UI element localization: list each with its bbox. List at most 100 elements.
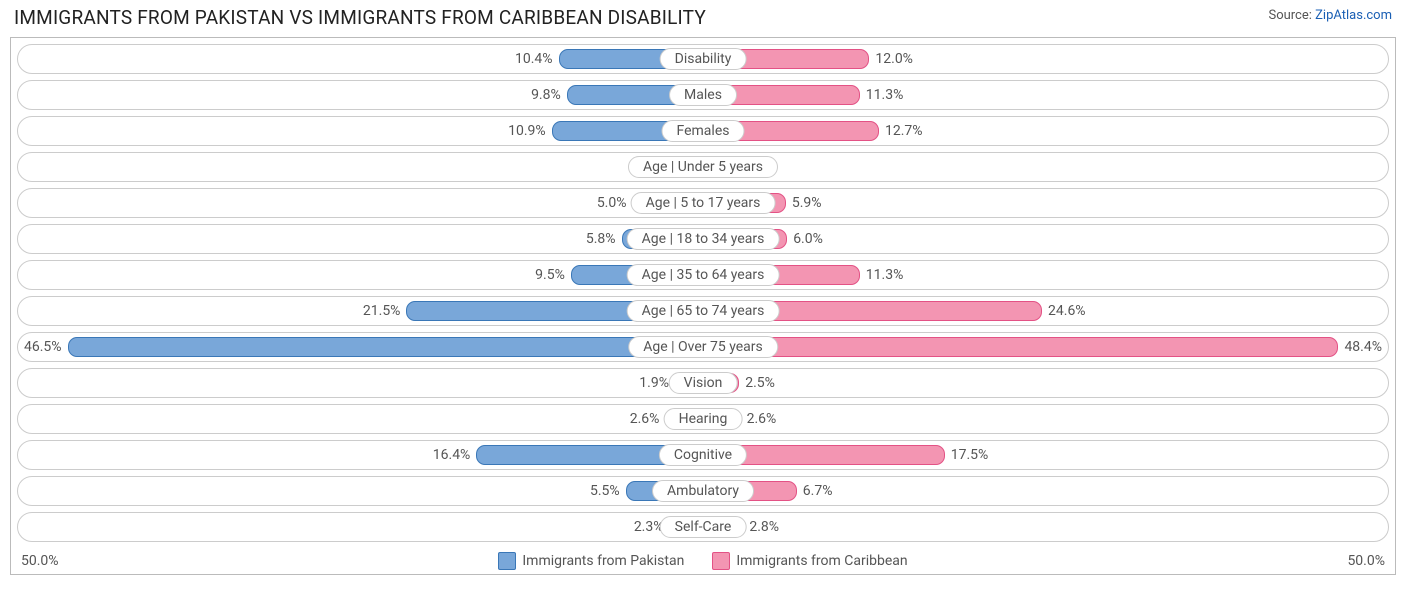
category-label: Age | Under 5 years xyxy=(628,156,778,178)
axis-min-right: 50.0% xyxy=(1325,553,1385,569)
legend-swatch-right xyxy=(712,552,730,570)
chart-row: 2.3% 2.8%Self-Care xyxy=(17,512,1389,542)
bar-value-right: 24.6% xyxy=(1048,303,1086,319)
chart-row: 16.4% 17.5% Cognitive xyxy=(17,440,1389,470)
bar-value-left: 16.4% xyxy=(433,447,471,463)
bar-half-right: 48.4% xyxy=(703,333,1388,361)
chart-row: 1.1%1.2%Age | Under 5 years xyxy=(17,152,1389,182)
bar-half-left: 10.4% xyxy=(18,45,703,73)
bar-half-right: 12.7% xyxy=(703,117,1388,145)
chart-title: IMMIGRANTS FROM PAKISTAN VS IMMIGRANTS F… xyxy=(14,6,706,29)
chart-area: 10.4%12.0%Disability9.8%11.3%Males10.9%1… xyxy=(10,37,1396,575)
bar-half-right: 2.8% xyxy=(703,513,1388,541)
chart-row: 9.5% 11.3% Age | 35 to 64 years xyxy=(17,260,1389,290)
bar-half-right: 11.3% xyxy=(703,261,1388,289)
category-label: Cognitive xyxy=(659,444,747,466)
category-label: Age | 35 to 64 years xyxy=(627,264,780,286)
bar-half-right: 6.7% xyxy=(703,477,1388,505)
chart-legend: Immigrants from Pakistan Immigrants from… xyxy=(81,552,1325,570)
bar-half-right: 1.2% xyxy=(703,153,1388,181)
bar-value-right: 6.7% xyxy=(803,483,833,499)
bar-half-left: 5.0% xyxy=(18,189,703,217)
category-label: Hearing xyxy=(664,408,743,430)
bar-half-right: 5.9% xyxy=(703,189,1388,217)
bar-value-right: 48.4% xyxy=(1344,339,1382,355)
category-label: Males xyxy=(669,84,737,106)
chart-footer: 50.0% Immigrants from Pakistan Immigrant… xyxy=(17,548,1389,572)
chart-header: IMMIGRANTS FROM PAKISTAN VS IMMIGRANTS F… xyxy=(0,0,1406,31)
bar-half-left: 21.5% xyxy=(18,297,703,325)
bar-value-left: 9.8% xyxy=(531,87,561,103)
category-label: Age | 65 to 74 years xyxy=(627,300,780,322)
bar-half-right: 2.6% xyxy=(703,405,1388,433)
bar-value-right: 2.6% xyxy=(747,411,777,427)
bar-left xyxy=(68,337,703,357)
chart-row: 5.0% 5.9% Age | 5 to 17 years xyxy=(17,188,1389,218)
bar-value-left: 21.5% xyxy=(363,303,401,319)
bar-half-left: 10.9% xyxy=(18,117,703,145)
bar-value-left: 9.5% xyxy=(535,267,565,283)
chart-row: 5.8% 6.0% Age | 18 to 34 years xyxy=(17,224,1389,254)
bar-half-left: 5.8% xyxy=(18,225,703,253)
bar-half-left: 46.5% xyxy=(18,333,703,361)
bar-value-right: 2.8% xyxy=(749,519,779,535)
bar-value-left: 5.0% xyxy=(597,195,627,211)
chart-rows: 10.4%12.0%Disability9.8%11.3%Males10.9%1… xyxy=(17,44,1389,542)
bar-half-left: 2.6% xyxy=(18,405,703,433)
bar-half-right: 12.0% xyxy=(703,45,1388,73)
bar-value-left: 10.9% xyxy=(508,123,546,139)
bar-value-left: 46.5% xyxy=(24,339,62,355)
chart-row: 21.5% 24.6% Age | 65 to 74 years xyxy=(17,296,1389,326)
bar-value-left: 5.8% xyxy=(586,231,616,247)
bar-half-left: 2.3% xyxy=(18,513,703,541)
bar-half-right: 2.5% xyxy=(703,369,1388,397)
legend-swatch-left xyxy=(498,552,516,570)
chart-row: 46.5% 48.4% Age | Over 75 years xyxy=(17,332,1389,362)
bar-half-left: 1.1% xyxy=(18,153,703,181)
bar-value-right: 11.3% xyxy=(866,87,904,103)
bar-value-right: 5.9% xyxy=(792,195,822,211)
legend-label-right: Immigrants from Caribbean xyxy=(736,553,907,569)
bar-value-right: 17.5% xyxy=(951,447,989,463)
legend-item-right: Immigrants from Caribbean xyxy=(712,552,907,570)
source-link[interactable]: ZipAtlas.com xyxy=(1315,8,1392,23)
bar-right xyxy=(703,337,1338,357)
legend-item-left: Immigrants from Pakistan xyxy=(498,552,684,570)
chart-row: 9.8% 11.3% Males xyxy=(17,80,1389,110)
category-label: Disability xyxy=(660,48,747,70)
bar-half-right: 11.3% xyxy=(703,81,1388,109)
chart-row: 1.9% 2.5% Vision xyxy=(17,368,1389,398)
legend-label-left: Immigrants from Pakistan xyxy=(522,553,684,569)
bar-half-left: 16.4% xyxy=(18,441,703,469)
bar-half-left: 1.9% xyxy=(18,369,703,397)
axis-min-left: 50.0% xyxy=(21,553,81,569)
bar-value-left: 1.9% xyxy=(639,375,669,391)
category-label: Females xyxy=(662,120,745,142)
bar-value-left: 5.5% xyxy=(590,483,620,499)
bar-value-right: 6.0% xyxy=(793,231,823,247)
bar-half-left: 5.5% xyxy=(18,477,703,505)
bar-value-right: 12.0% xyxy=(875,51,913,67)
category-label: Self-Care xyxy=(660,516,747,538)
category-label: Ambulatory xyxy=(652,480,754,502)
bar-half-left: 9.5% xyxy=(18,261,703,289)
bar-half-right: 24.6% xyxy=(703,297,1388,325)
category-label: Age | 5 to 17 years xyxy=(631,192,776,214)
category-label: Age | Over 75 years xyxy=(628,336,778,358)
chart-row: 5.5% 6.7% Ambulatory xyxy=(17,476,1389,506)
bar-value-left: 2.6% xyxy=(630,411,660,427)
chart-row: 2.6% 2.6%Hearing xyxy=(17,404,1389,434)
bar-value-right: 12.7% xyxy=(885,123,923,139)
bar-half-right: 17.5% xyxy=(703,441,1388,469)
bar-value-right: 2.5% xyxy=(745,375,775,391)
chart-source: Source: ZipAtlas.com xyxy=(1268,6,1392,23)
category-label: Age | 18 to 34 years xyxy=(627,228,780,250)
bar-value-right: 11.3% xyxy=(866,267,904,283)
bar-half-right: 6.0% xyxy=(703,225,1388,253)
source-prefix: Source: xyxy=(1268,8,1315,23)
chart-row: 10.4% 12.0% Disability xyxy=(17,44,1389,74)
chart-row: 10.9% 12.7% Females xyxy=(17,116,1389,146)
bar-half-left: 9.8% xyxy=(18,81,703,109)
category-label: Vision xyxy=(669,372,738,394)
bar-value-left: 10.4% xyxy=(515,51,553,67)
